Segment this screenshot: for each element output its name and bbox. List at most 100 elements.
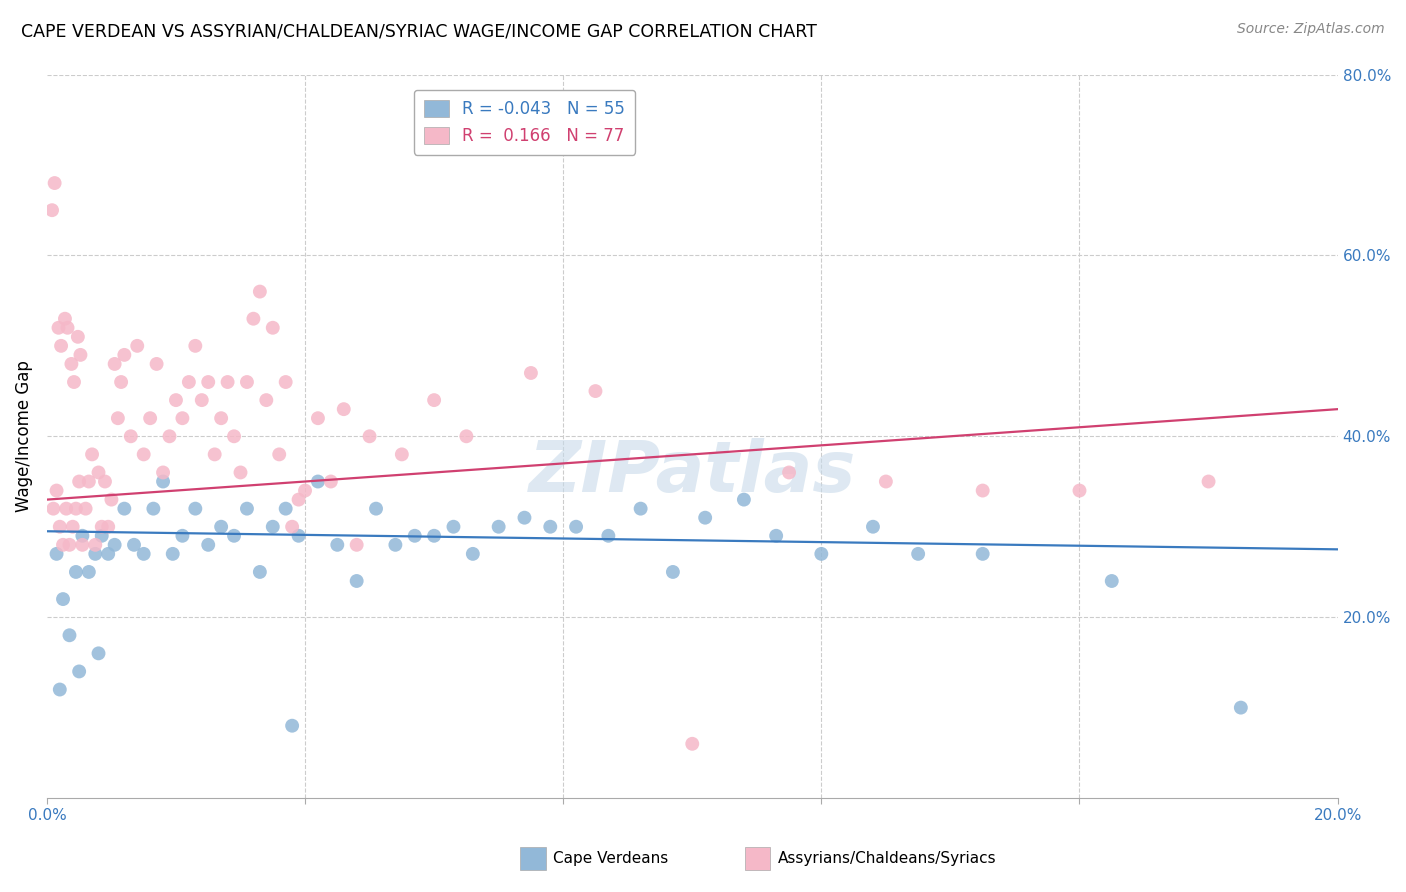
Point bbox=[236, 501, 259, 516]
Point bbox=[262, 520, 284, 534]
Point bbox=[681, 737, 703, 751]
Point bbox=[159, 429, 181, 443]
Point bbox=[585, 384, 607, 398]
Point bbox=[520, 366, 543, 380]
Point bbox=[294, 483, 316, 498]
Point bbox=[287, 529, 309, 543]
Point bbox=[281, 719, 304, 733]
Point bbox=[72, 538, 94, 552]
Point bbox=[565, 520, 588, 534]
Point bbox=[364, 501, 387, 516]
Point bbox=[77, 475, 100, 489]
Legend: R = -0.043   N = 55, R =  0.166   N = 77: R = -0.043 N = 55, R = 0.166 N = 77 bbox=[413, 90, 636, 154]
Point bbox=[112, 501, 135, 516]
Point bbox=[229, 466, 252, 480]
Point bbox=[52, 538, 75, 552]
Point bbox=[67, 665, 90, 679]
Point bbox=[972, 483, 994, 498]
Point bbox=[48, 320, 70, 334]
Point bbox=[177, 375, 200, 389]
Point bbox=[53, 311, 76, 326]
Point bbox=[1230, 700, 1253, 714]
Text: ZIPatlas: ZIPatlas bbox=[529, 438, 856, 507]
Point bbox=[262, 320, 284, 334]
Text: CAPE VERDEAN VS ASSYRIAN/CHALDEAN/SYRIAC WAGE/INCOME GAP CORRELATION CHART: CAPE VERDEAN VS ASSYRIAN/CHALDEAN/SYRIAC… bbox=[21, 22, 817, 40]
Point bbox=[84, 538, 107, 552]
Point bbox=[75, 501, 97, 516]
Point bbox=[44, 176, 66, 190]
Point bbox=[60, 357, 83, 371]
Point bbox=[87, 466, 110, 480]
Point bbox=[49, 339, 72, 353]
Point bbox=[287, 492, 309, 507]
Point bbox=[197, 538, 219, 552]
Point bbox=[90, 520, 112, 534]
Point bbox=[132, 547, 155, 561]
Point bbox=[69, 348, 91, 362]
Point bbox=[58, 538, 80, 552]
Point bbox=[142, 501, 165, 516]
Text: Source: ZipAtlas.com: Source: ZipAtlas.com bbox=[1237, 22, 1385, 37]
Point bbox=[49, 682, 72, 697]
Point bbox=[274, 375, 297, 389]
Point bbox=[423, 393, 446, 408]
Point bbox=[77, 565, 100, 579]
Point bbox=[42, 501, 65, 516]
Point bbox=[423, 529, 446, 543]
Point bbox=[875, 475, 897, 489]
Point bbox=[58, 628, 80, 642]
Point bbox=[52, 592, 75, 607]
Point bbox=[326, 538, 349, 552]
Point bbox=[84, 547, 107, 561]
Point bbox=[209, 411, 232, 425]
Point bbox=[63, 375, 86, 389]
Point bbox=[104, 357, 127, 371]
Point bbox=[332, 402, 354, 417]
Point bbox=[145, 357, 167, 371]
Point bbox=[55, 501, 77, 516]
Point bbox=[810, 547, 832, 561]
Point bbox=[90, 529, 112, 543]
Point bbox=[67, 475, 90, 489]
Point bbox=[222, 429, 245, 443]
Point bbox=[384, 538, 406, 552]
Point bbox=[404, 529, 426, 543]
Point bbox=[162, 547, 184, 561]
Point bbox=[461, 547, 484, 561]
Point bbox=[139, 411, 162, 425]
Text: Cape Verdeans: Cape Verdeans bbox=[553, 851, 668, 866]
Point bbox=[127, 339, 149, 353]
Text: Assyrians/Chaldeans/Syriacs: Assyrians/Chaldeans/Syriacs bbox=[778, 851, 995, 866]
Point bbox=[45, 483, 67, 498]
Point bbox=[172, 529, 194, 543]
Point bbox=[281, 520, 304, 534]
Point bbox=[862, 520, 884, 534]
Point bbox=[172, 411, 194, 425]
Point bbox=[456, 429, 478, 443]
Point bbox=[359, 429, 381, 443]
Point bbox=[307, 475, 329, 489]
Point bbox=[907, 547, 929, 561]
Point bbox=[346, 538, 368, 552]
Y-axis label: Wage/Income Gap: Wage/Income Gap bbox=[15, 360, 32, 512]
Point bbox=[695, 510, 717, 524]
Point bbox=[307, 411, 329, 425]
Point bbox=[204, 447, 226, 461]
Point bbox=[152, 475, 174, 489]
Point bbox=[217, 375, 239, 389]
Point bbox=[488, 520, 510, 534]
Point bbox=[765, 529, 787, 543]
Point bbox=[66, 330, 89, 344]
Point bbox=[165, 393, 187, 408]
Point bbox=[443, 520, 465, 534]
Point bbox=[72, 529, 94, 543]
Point bbox=[222, 529, 245, 543]
Point bbox=[254, 393, 277, 408]
Point bbox=[274, 501, 297, 516]
Point bbox=[97, 520, 120, 534]
Point bbox=[132, 447, 155, 461]
Point bbox=[319, 475, 342, 489]
Point bbox=[45, 547, 67, 561]
Point bbox=[41, 203, 63, 218]
Point bbox=[1198, 475, 1220, 489]
